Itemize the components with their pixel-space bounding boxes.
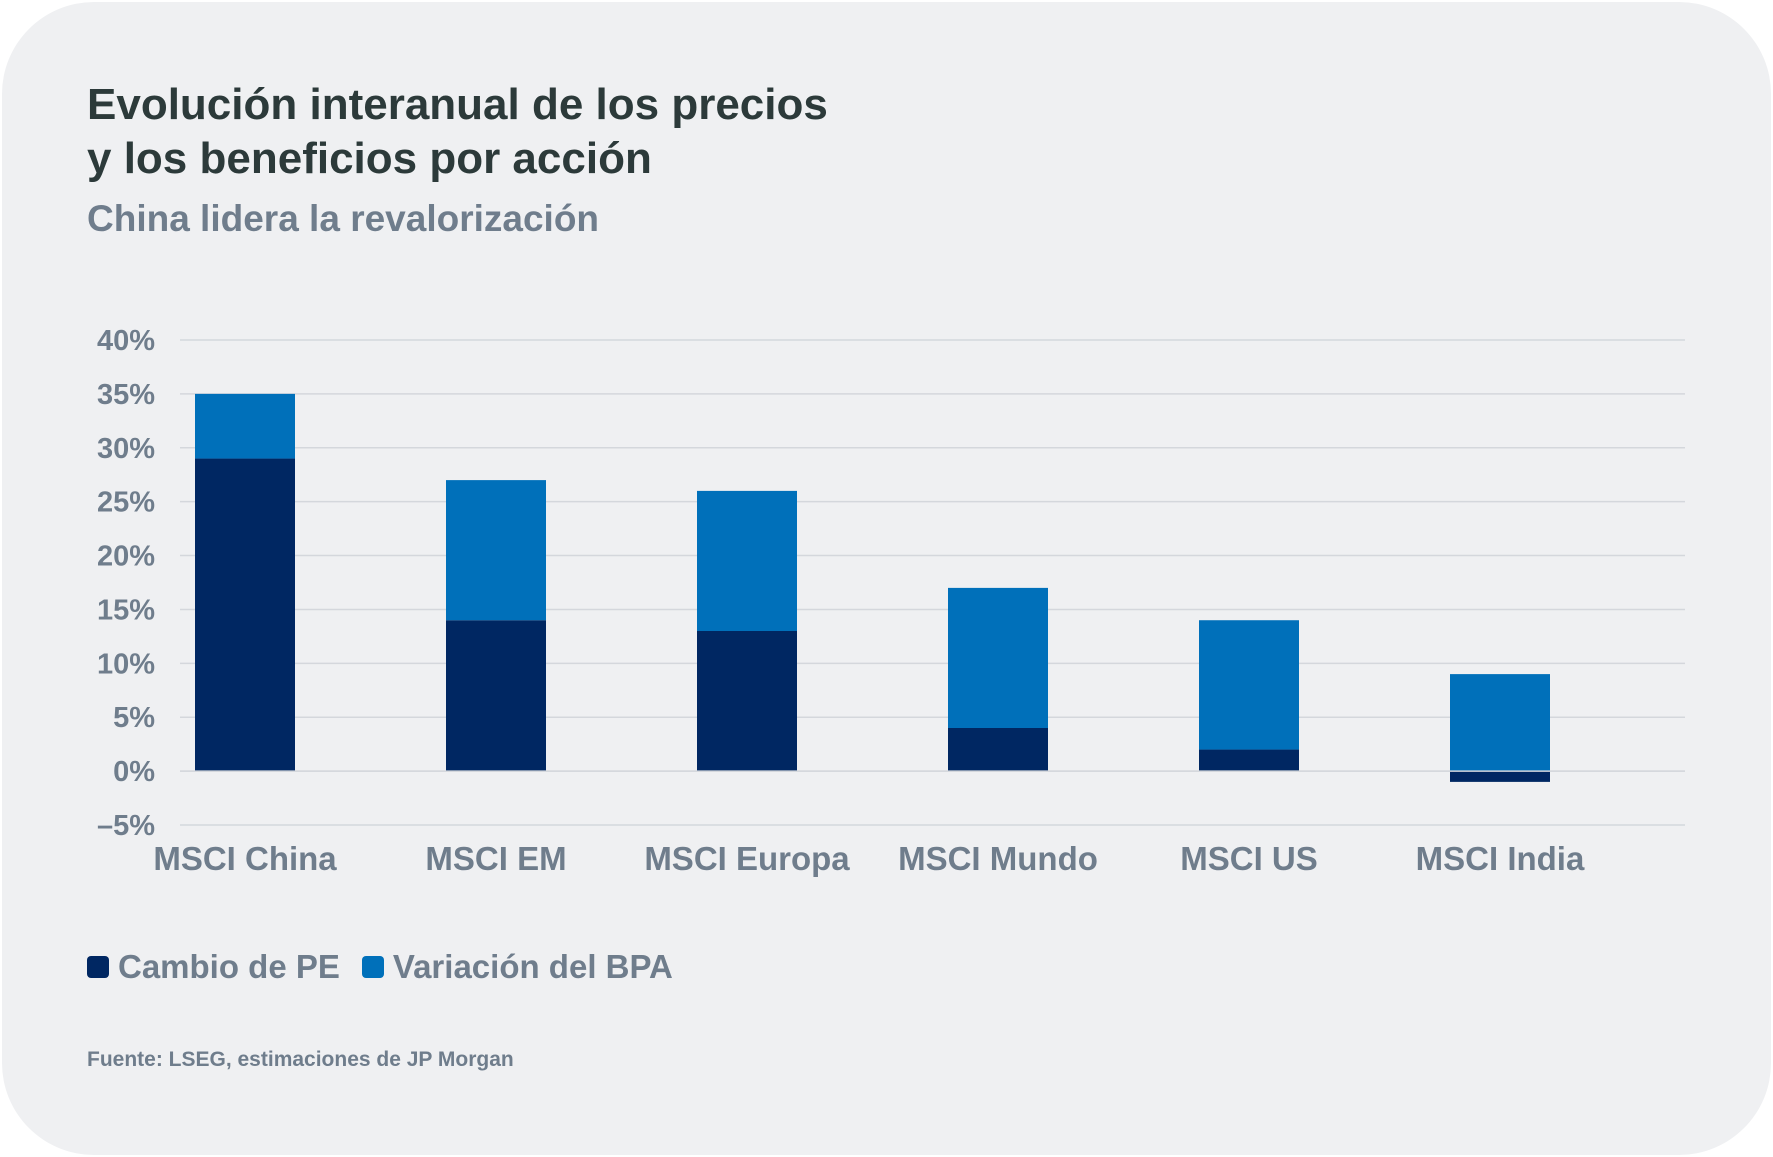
legend-item-bpa: Variación del BPA [361,948,673,986]
bar-pe [1450,771,1550,782]
x-category-label: MSCI Mundo [898,840,1098,877]
chart-title-line2: y los beneficios por acción [87,134,652,183]
x-category-label: MSCI EM [425,840,566,877]
bar-bpa [446,480,546,621]
y-tick-label: 5% [113,702,155,734]
chart-title: Evolución interanual de los precios y lo… [87,78,828,186]
y-tick-label: 0% [113,756,155,788]
legend-label-pe: Cambio de PE [118,948,340,985]
bar-pe [1199,749,1299,772]
y-tick-label: –5% [97,810,155,842]
x-category-label: MSCI US [1180,840,1318,877]
y-tick-label: 15% [97,594,155,626]
legend-item-pe: Cambio de PE [87,948,340,986]
x-category-label: MSCI Europa [644,840,850,877]
y-tick-label: 35% [97,379,155,411]
bar-bpa [697,490,797,631]
x-category-label: MSCI India [1416,840,1585,877]
chart-title-line1: Evolución interanual de los precios [87,80,828,129]
legend: Cambio de PE Variación del BPA [87,948,695,986]
legend-swatch-bpa [361,956,384,978]
source-note: Fuente: LSEG, estimaciones de JP Morgan [87,1048,514,1071]
bar-bpa [1199,620,1299,750]
y-tick-label: 10% [97,648,155,680]
chart-subtitle: China lidera la revalorización [87,198,600,239]
bar-pe [446,620,546,772]
bar-pe [195,458,295,772]
bar-bpa [948,587,1048,728]
y-tick-label: 25% [97,487,155,519]
legend-label-bpa: Variación del BPA [392,948,673,985]
bar-bpa [195,393,295,459]
y-tick-label: 20% [97,541,155,573]
bar-pe [697,631,797,772]
bar-pe [948,728,1048,772]
legend-swatch-pe [87,956,109,978]
y-tick-label: 40% [97,325,155,357]
x-category-label: MSCI China [153,840,337,877]
bar-bpa [1450,674,1550,772]
y-tick-label: 30% [97,433,155,465]
